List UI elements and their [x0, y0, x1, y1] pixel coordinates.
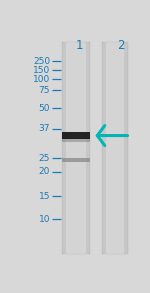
- Text: 2: 2: [117, 39, 125, 52]
- Bar: [124, 42, 128, 254]
- Text: 250: 250: [33, 57, 50, 66]
- Text: 100: 100: [33, 75, 50, 84]
- Text: 37: 37: [39, 124, 50, 133]
- Text: 1: 1: [75, 39, 83, 52]
- Bar: [86, 42, 90, 254]
- Bar: [62, 158, 90, 162]
- Bar: [62, 132, 90, 139]
- Bar: [62, 42, 66, 254]
- Text: 15: 15: [39, 192, 50, 201]
- Bar: [102, 42, 128, 254]
- Bar: [62, 42, 90, 254]
- Bar: [102, 42, 106, 254]
- Text: 50: 50: [39, 104, 50, 113]
- Bar: [62, 139, 90, 142]
- Text: 10: 10: [39, 214, 50, 224]
- Text: 25: 25: [39, 154, 50, 163]
- Text: 20: 20: [39, 167, 50, 176]
- Text: 150: 150: [33, 66, 50, 75]
- Text: 75: 75: [39, 86, 50, 95]
